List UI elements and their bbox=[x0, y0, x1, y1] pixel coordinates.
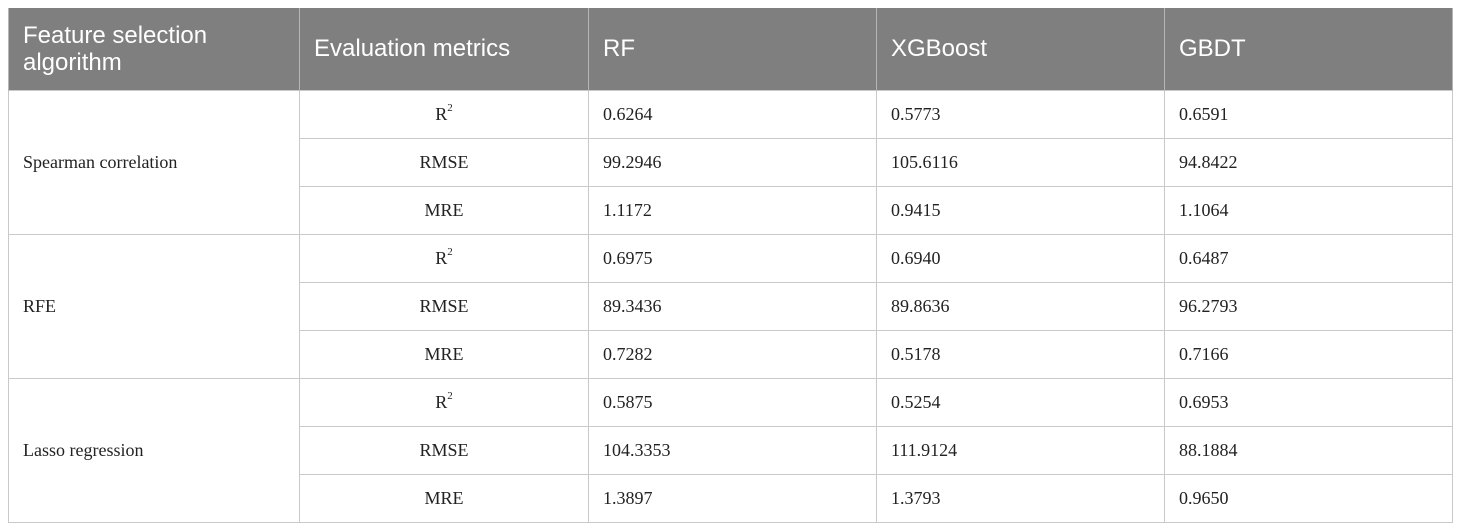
table-row: Spearman correlation R2 0.6264 0.5773 0.… bbox=[8, 89, 1453, 235]
rf-value-cell: 1.3897 bbox=[588, 473, 877, 523]
metric-cell: RMSE bbox=[299, 281, 589, 331]
metric-cell: MRE bbox=[299, 185, 589, 235]
gbdt-value-cell: 1.1064 bbox=[1164, 185, 1453, 235]
algorithm-cell: Spearman correlation bbox=[8, 89, 300, 235]
rf-value-cell: 0.6975 bbox=[588, 233, 877, 283]
rf-value-cell: 1.1172 bbox=[588, 185, 877, 235]
header-xgboost: XGBoost bbox=[876, 8, 1165, 90]
header-evaluation-metrics: Evaluation metrics bbox=[299, 8, 589, 90]
metric-cell: MRE bbox=[299, 473, 589, 523]
metric-cell: RMSE bbox=[299, 137, 589, 187]
table-row: Lasso regression R2 0.5875 0.5254 0.6953 bbox=[8, 377, 1453, 523]
xgboost-value-cell: 0.5254 bbox=[876, 377, 1165, 427]
rf-value-cell: 104.3353 bbox=[588, 425, 877, 475]
table-row: RMSE 89.3436 89.8636 96.2793 bbox=[9, 281, 1453, 331]
xgboost-value-cell: 0.6940 bbox=[876, 233, 1165, 283]
header-gbdt: GBDT bbox=[1164, 8, 1453, 90]
gbdt-value-cell: 0.6591 bbox=[1164, 89, 1453, 139]
gbdt-value-cell: 96.2793 bbox=[1164, 281, 1453, 331]
header-rf: RF bbox=[588, 8, 877, 90]
gbdt-value-cell: 0.9650 bbox=[1164, 473, 1453, 523]
metric-label: R bbox=[435, 391, 448, 412]
header-feature-selection-algorithm: Feature selection algorithm bbox=[8, 8, 300, 90]
metric-label: R bbox=[435, 247, 448, 268]
metric-superscript: 2 bbox=[447, 389, 453, 402]
xgboost-value-cell: 105.6116 bbox=[876, 137, 1165, 187]
algorithm-cell: Lasso regression bbox=[8, 377, 300, 523]
table-row: RFE R2 0.6975 0.6940 0.6487 bbox=[8, 233, 1453, 379]
rf-value-cell: 89.3436 bbox=[588, 281, 877, 331]
gbdt-value-cell: 0.6487 bbox=[1164, 233, 1453, 283]
gbdt-value-cell: 94.8422 bbox=[1164, 137, 1453, 187]
metric-superscript: 2 bbox=[447, 245, 453, 258]
table-row: MRE 1.1172 0.9415 1.1064 bbox=[9, 185, 1453, 235]
metric-cell: MRE bbox=[299, 329, 589, 379]
gbdt-value-cell: 0.7166 bbox=[1164, 329, 1453, 379]
metric-cell: RMSE bbox=[299, 425, 589, 475]
metric-cell: R2 bbox=[299, 377, 589, 427]
table-body: Spearman correlation R2 0.6264 0.5773 0.… bbox=[8, 89, 1453, 523]
results-table: Feature selection algorithm Evaluation m… bbox=[8, 8, 1453, 523]
gbdt-value-cell: 0.6953 bbox=[1164, 377, 1453, 427]
table-row: MRE 0.7282 0.5178 0.7166 bbox=[9, 329, 1453, 379]
table-header: Feature selection algorithm Evaluation m… bbox=[8, 8, 1453, 90]
rf-value-cell: 0.6264 bbox=[588, 89, 877, 139]
header-row: Feature selection algorithm Evaluation m… bbox=[8, 8, 1453, 90]
xgboost-value-cell: 0.5178 bbox=[876, 329, 1165, 379]
rf-value-cell: 0.5875 bbox=[588, 377, 877, 427]
metric-cell: R2 bbox=[299, 233, 589, 283]
rf-value-cell: 99.2946 bbox=[588, 137, 877, 187]
metric-superscript: 2 bbox=[447, 101, 453, 114]
rf-value-cell: 0.7282 bbox=[588, 329, 877, 379]
xgboost-value-cell: 111.9124 bbox=[876, 425, 1165, 475]
gbdt-value-cell: 88.1884 bbox=[1164, 425, 1453, 475]
table-row: MRE 1.3897 1.3793 0.9650 bbox=[9, 473, 1453, 523]
xgboost-value-cell: 0.9415 bbox=[876, 185, 1165, 235]
table-row: RMSE 104.3353 111.9124 88.1884 bbox=[9, 425, 1453, 475]
metric-label: R bbox=[435, 103, 448, 124]
algorithm-cell: RFE bbox=[8, 233, 300, 379]
xgboost-value-cell: 89.8636 bbox=[876, 281, 1165, 331]
xgboost-value-cell: 1.3793 bbox=[876, 473, 1165, 523]
metric-cell: R2 bbox=[299, 89, 589, 139]
xgboost-value-cell: 0.5773 bbox=[876, 89, 1165, 139]
results-table-container: Feature selection algorithm Evaluation m… bbox=[8, 8, 1453, 523]
table-row: RMSE 99.2946 105.6116 94.8422 bbox=[9, 137, 1453, 187]
